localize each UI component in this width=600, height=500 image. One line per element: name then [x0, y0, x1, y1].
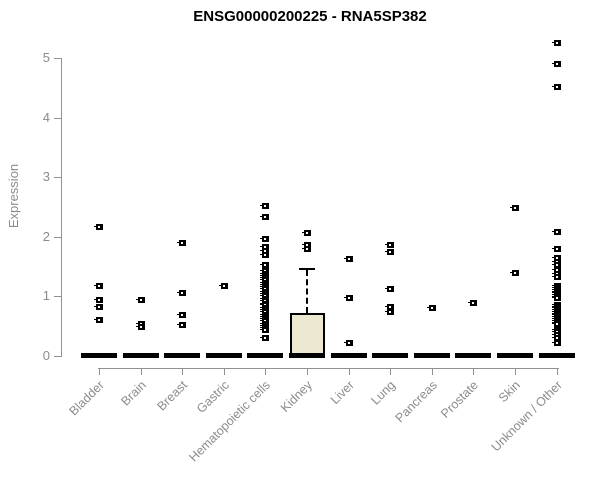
zero-bar: [372, 353, 409, 358]
data-point: [94, 224, 103, 231]
data-point: [551, 295, 561, 302]
data-point: [551, 258, 561, 265]
y-tick-label: 5: [42, 50, 50, 65]
data-point: [177, 322, 187, 328]
data-point: [302, 246, 311, 253]
zero-bar: [330, 353, 367, 358]
data-point: [551, 39, 561, 46]
box-bottom-bar: [289, 353, 325, 358]
x-tick: [307, 368, 308, 375]
y-tick: [54, 177, 61, 179]
data-point: [94, 303, 103, 310]
data-point: [551, 321, 561, 328]
y-axis-line: [61, 58, 62, 357]
data-point: [260, 261, 270, 268]
data-point: [426, 304, 436, 311]
x-tick: [348, 368, 350, 375]
y-tick-label: 4: [42, 109, 50, 125]
y-tick-label: 2: [42, 228, 50, 244]
y-tick-label: 3: [42, 169, 50, 185]
y-tick-label: 1: [42, 288, 50, 304]
data-point: [385, 242, 395, 249]
data-point: [260, 202, 270, 209]
data-point: [135, 296, 145, 303]
data-point: [551, 254, 561, 261]
x-tick: [390, 368, 392, 375]
data-point: [551, 262, 561, 269]
zero-bar: [497, 353, 533, 358]
data-point: [94, 296, 103, 303]
zero-bar: [205, 353, 242, 358]
data-point: [260, 334, 270, 341]
data-point: [551, 60, 561, 67]
x-tick: [265, 368, 267, 375]
y-tick: [54, 117, 61, 119]
zero-bar: [164, 353, 201, 358]
data-point: [302, 242, 311, 249]
zero-bar: [538, 353, 575, 358]
data-point: [551, 334, 561, 341]
data-point: [551, 274, 561, 281]
data-point: [385, 303, 395, 310]
zero-bar: [455, 353, 492, 358]
zero-bar: [247, 353, 284, 358]
data-point: [135, 323, 145, 330]
x-tick: [473, 368, 475, 375]
y-tick: [54, 236, 61, 238]
y-tick: [54, 58, 61, 59]
data-point: [343, 256, 353, 263]
data-point: [510, 269, 519, 276]
data-point: [260, 252, 270, 259]
data-point: [551, 339, 561, 346]
box: [290, 313, 325, 356]
data-point: [551, 229, 561, 236]
data-point: [551, 267, 561, 274]
data-point: [177, 239, 187, 246]
data-point: [510, 205, 519, 212]
data-point: [385, 248, 395, 255]
data-point: [385, 308, 395, 315]
data-point: [551, 83, 561, 90]
x-tick: [515, 368, 516, 375]
data-point: [260, 326, 270, 333]
data-point: [260, 243, 270, 250]
data-point: [343, 339, 353, 346]
zero-bar: [81, 353, 117, 358]
data-point: [468, 299, 478, 306]
zero-bar: [122, 353, 159, 358]
chart-title: ENSG00000200225 - RNA5SP382: [193, 8, 427, 25]
y-tick: [54, 356, 61, 357]
x-tick: [223, 368, 225, 375]
data-point: [551, 246, 561, 253]
data-point: [94, 316, 103, 323]
x-tick: [431, 368, 433, 375]
data-point: [260, 235, 270, 242]
x-tick: [99, 368, 100, 375]
y-axis-label: Expression: [6, 163, 21, 229]
y-tick-label: 0: [42, 348, 50, 363]
whisker-cap: [299, 268, 315, 271]
x-tick: [556, 368, 558, 375]
x-tick: [182, 368, 184, 375]
y-tick: [54, 296, 61, 298]
whisker: [306, 270, 308, 314]
data-point: [94, 283, 103, 290]
data-point: [177, 312, 187, 319]
data-point: [177, 290, 187, 297]
data-point: [343, 294, 353, 301]
data-point: [260, 214, 270, 221]
x-tick: [140, 368, 142, 375]
data-point: [260, 247, 270, 254]
data-point: [302, 230, 311, 237]
data-point: [385, 285, 395, 292]
zero-bar: [413, 353, 450, 358]
data-point: [218, 282, 228, 289]
x-axis-line: [98, 368, 559, 369]
